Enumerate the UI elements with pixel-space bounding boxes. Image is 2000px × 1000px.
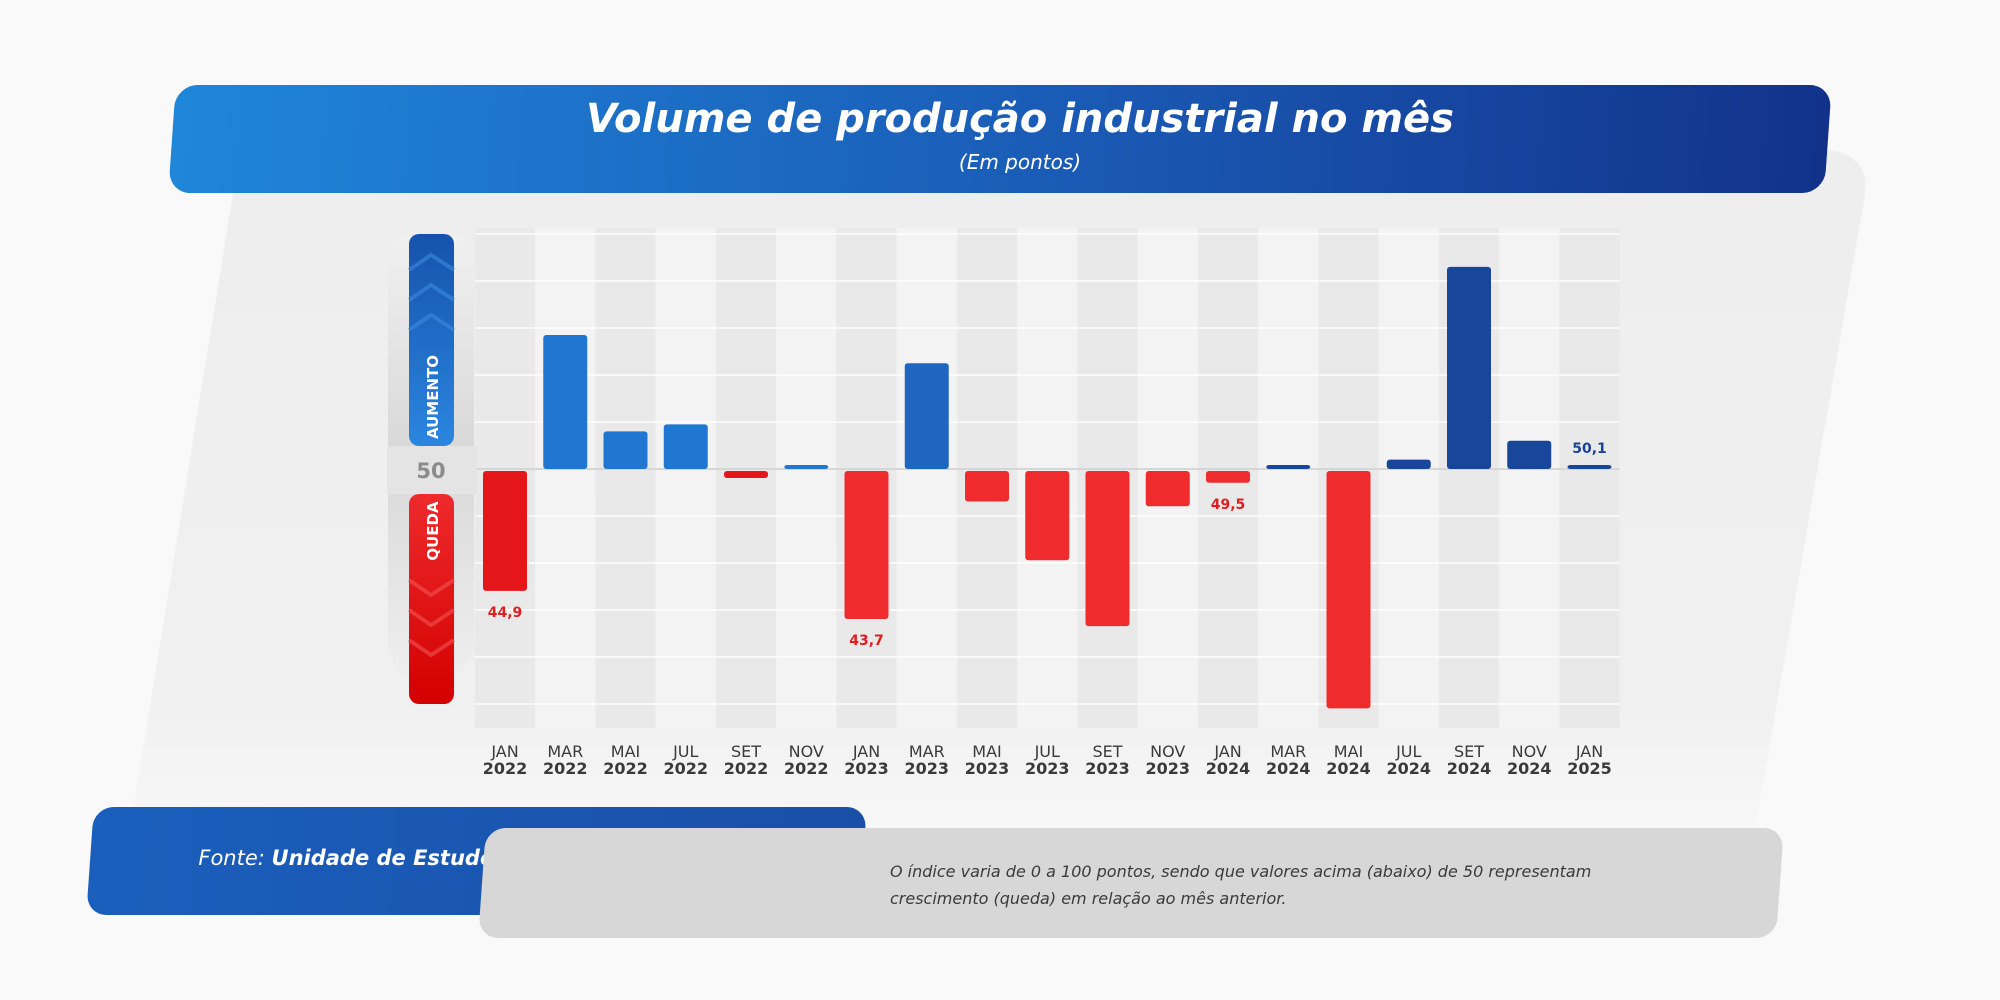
bar bbox=[904, 363, 949, 469]
tick-label-month: JAN bbox=[852, 742, 880, 761]
decrease-bar-indicator bbox=[409, 494, 454, 704]
bar bbox=[1085, 471, 1130, 627]
tick-label-year: 2025 bbox=[1567, 759, 1612, 778]
tick-label-month: NOV bbox=[789, 742, 824, 761]
tick-label-year: 2022 bbox=[724, 759, 769, 778]
bar bbox=[1145, 471, 1190, 507]
bar bbox=[603, 431, 648, 469]
bar bbox=[483, 471, 527, 591]
source-prefix: Fonte: bbox=[198, 846, 272, 870]
column-band bbox=[896, 228, 957, 728]
bar bbox=[1206, 471, 1250, 483]
tick-label-month: JAN bbox=[1213, 742, 1241, 761]
column-band bbox=[1258, 228, 1319, 728]
tick-label-month: MAI bbox=[1334, 742, 1363, 761]
tick-label-month: NOV bbox=[1512, 742, 1547, 761]
tick-label-year: 2023 bbox=[904, 759, 949, 778]
bar bbox=[1326, 471, 1371, 709]
tick-label-year: 2023 bbox=[1145, 759, 1190, 778]
tick-label-month: JAN bbox=[1575, 742, 1603, 761]
column-band bbox=[1378, 228, 1439, 728]
tick-label-month: MAI bbox=[972, 742, 1001, 761]
tick-label-year: 2022 bbox=[784, 759, 829, 778]
direction-indicator: 50 AUMENTO QUEDA bbox=[387, 234, 477, 704]
tick-label-month: SET bbox=[1092, 742, 1122, 761]
tick-label-year: 2023 bbox=[1085, 759, 1130, 778]
bar bbox=[1386, 459, 1431, 469]
tick-label-year: 2023 bbox=[965, 759, 1010, 778]
tick-label-year: 2024 bbox=[1266, 759, 1311, 778]
tick-label-month: SET bbox=[1454, 742, 1484, 761]
data-label: 50,1 bbox=[1572, 441, 1607, 457]
data-label: 43,7 bbox=[849, 633, 884, 649]
tick-label-month: JAN bbox=[490, 742, 518, 761]
bar bbox=[844, 471, 889, 620]
bar bbox=[543, 335, 588, 469]
tick-label-year: 2024 bbox=[1447, 759, 1492, 778]
bar bbox=[784, 465, 829, 469]
tick-label-month: MAR bbox=[1270, 742, 1306, 761]
tick-label-year: 2022 bbox=[603, 759, 648, 778]
column-band bbox=[655, 228, 716, 728]
methodology-note: O índice varia de 0 a 100 pontos, sendo … bbox=[890, 862, 1592, 908]
increase-label: AUMENTO bbox=[424, 355, 442, 439]
chart-subtitle: (Em pontos) bbox=[958, 150, 1082, 174]
baseline-marker bbox=[387, 446, 477, 494]
data-label: 49,5 bbox=[1211, 497, 1246, 513]
tick-label-year: 2024 bbox=[1206, 759, 1251, 778]
tick-label-year: 2023 bbox=[844, 759, 889, 778]
bar bbox=[1266, 465, 1311, 469]
column-band bbox=[595, 228, 656, 728]
tick-label-month: JUL bbox=[1395, 742, 1421, 761]
tick-label-year: 2022 bbox=[483, 759, 528, 778]
tick-label-month: JUL bbox=[1034, 742, 1060, 761]
bar bbox=[663, 424, 708, 469]
tick-label-month: SET bbox=[731, 742, 761, 761]
column-band bbox=[1499, 228, 1560, 728]
tick-label-year: 2024 bbox=[1326, 759, 1371, 778]
bar bbox=[1447, 266, 1491, 469]
tick-label-month: MAI bbox=[611, 742, 640, 761]
chart-title: Volume de produção industrial no mês bbox=[586, 96, 1454, 142]
tick-label-month: NOV bbox=[1150, 742, 1185, 761]
bar bbox=[1507, 440, 1552, 469]
tick-label-month: MAR bbox=[909, 742, 945, 761]
column-band bbox=[535, 228, 596, 728]
increase-bar-indicator bbox=[409, 234, 454, 446]
decrease-label: QUEDA bbox=[424, 501, 442, 561]
bar bbox=[1025, 471, 1070, 561]
tick-label-month: JUL bbox=[672, 742, 698, 761]
bar bbox=[724, 471, 768, 479]
chevron-down-icon bbox=[407, 578, 456, 658]
tick-label-year: 2022 bbox=[543, 759, 588, 778]
tick-label-year: 2024 bbox=[1507, 759, 1552, 778]
bar bbox=[1567, 465, 1612, 469]
tick-label-year: 2022 bbox=[663, 759, 708, 778]
tick-label-year: 2024 bbox=[1386, 759, 1431, 778]
tick-label-year: 2023 bbox=[1025, 759, 1070, 778]
bar bbox=[965, 471, 1009, 502]
column-band bbox=[1559, 228, 1620, 728]
tick-label-month: MAR bbox=[547, 742, 583, 761]
baseline-label: 50 bbox=[416, 459, 445, 483]
chevron-up-icon bbox=[407, 252, 456, 332]
data-label: 44,9 bbox=[488, 605, 523, 621]
column-band bbox=[776, 228, 837, 728]
